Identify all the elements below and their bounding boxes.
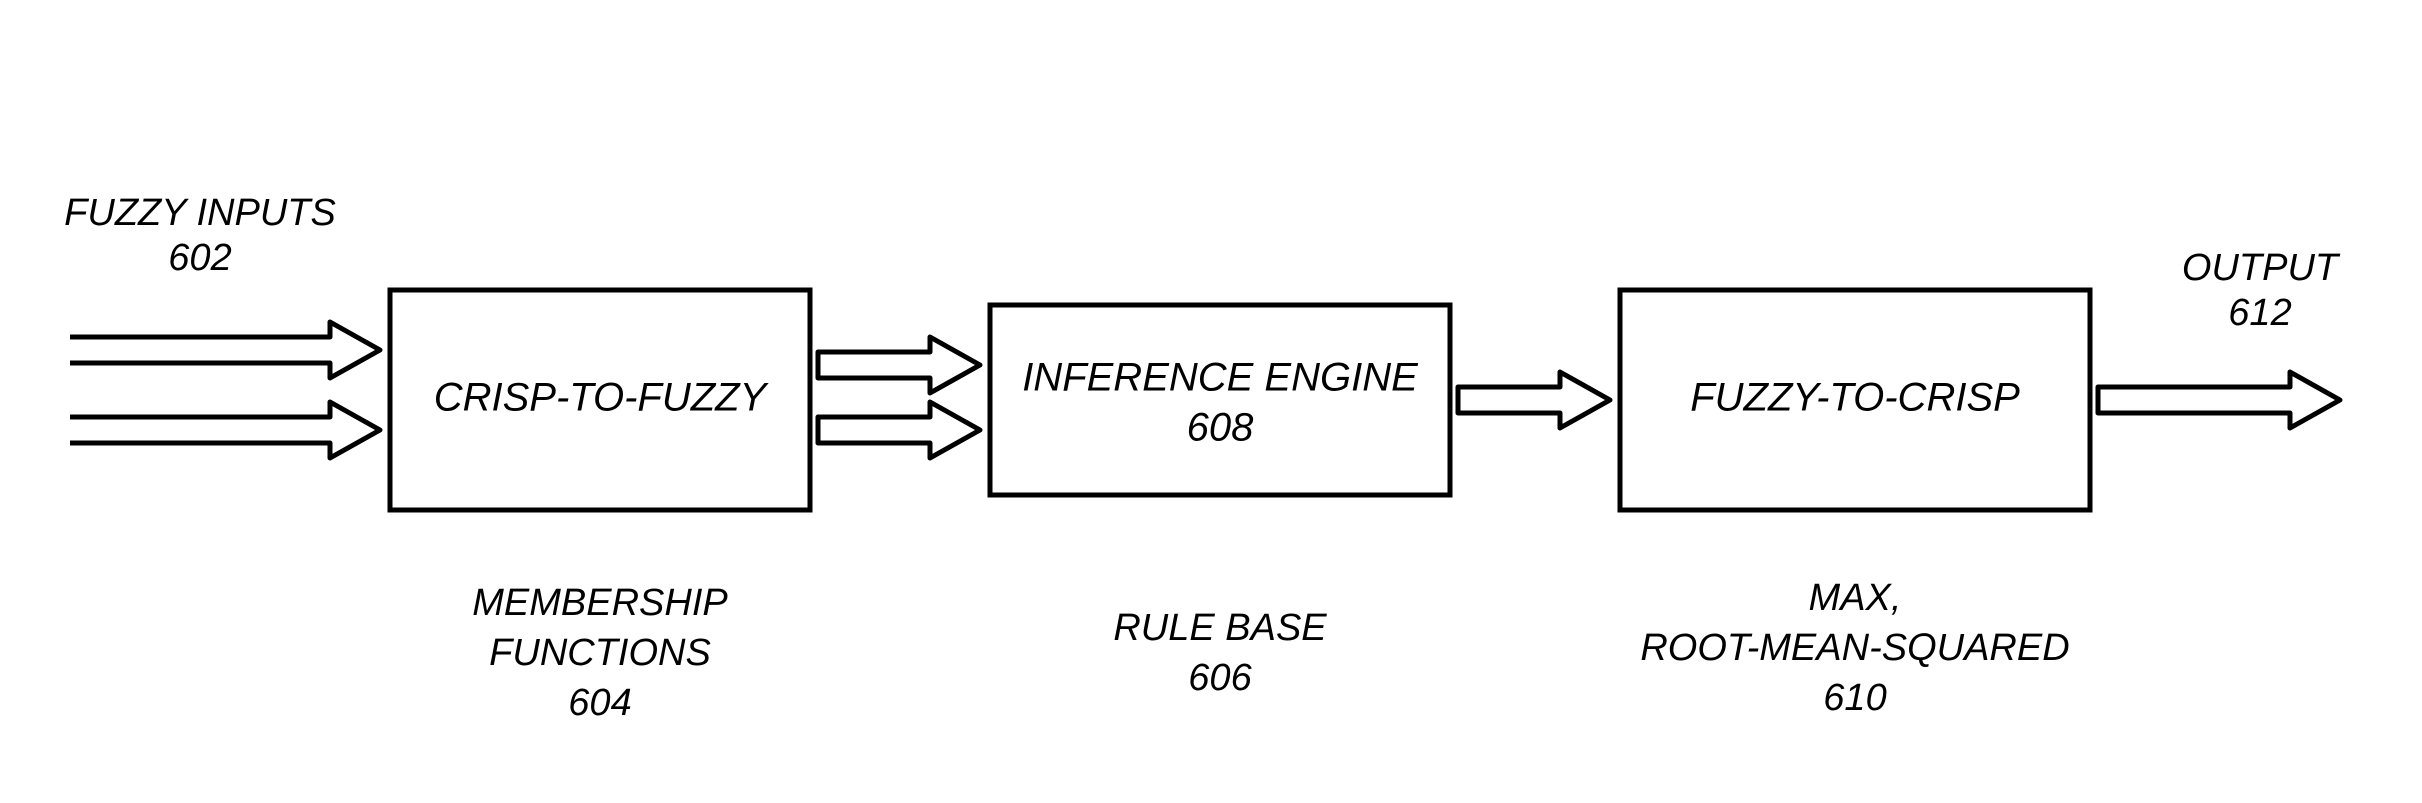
node0-sub1: MEMBERSHIP bbox=[472, 582, 728, 624]
input-label-ref: 602 bbox=[168, 237, 231, 279]
node1-label2: 608 bbox=[1187, 406, 1254, 450]
output-label-ref: 612 bbox=[2228, 292, 2291, 334]
node2-subref: 610 bbox=[1823, 677, 1886, 719]
node0-sub2: FUNCTIONS bbox=[489, 632, 711, 674]
input-arrow bbox=[70, 322, 380, 378]
output-label-title: OUTPUT bbox=[2182, 247, 2341, 289]
node1-label1: INFERENCE ENGINE bbox=[1022, 356, 1419, 400]
input-arrow bbox=[70, 402, 380, 458]
node-inference_engine bbox=[990, 305, 1450, 495]
node1-sub1: RULE BASE bbox=[1113, 607, 1327, 649]
node2-sub1: MAX, bbox=[1809, 577, 1902, 619]
arrow bbox=[1458, 372, 1610, 428]
node2-sub2: ROOT-MEAN-SQUARED bbox=[1640, 627, 2069, 669]
node2-label: FUZZY-TO-CRISP bbox=[1690, 376, 2020, 420]
arrow bbox=[818, 402, 980, 458]
node0-subref: 604 bbox=[568, 682, 631, 724]
node1-subref: 606 bbox=[1188, 657, 1252, 699]
arrow bbox=[2098, 372, 2340, 428]
input-label-title: FUZZY INPUTS bbox=[64, 192, 336, 234]
node0-label: CRISP-TO-FUZZY bbox=[434, 376, 770, 420]
arrow bbox=[818, 337, 980, 393]
